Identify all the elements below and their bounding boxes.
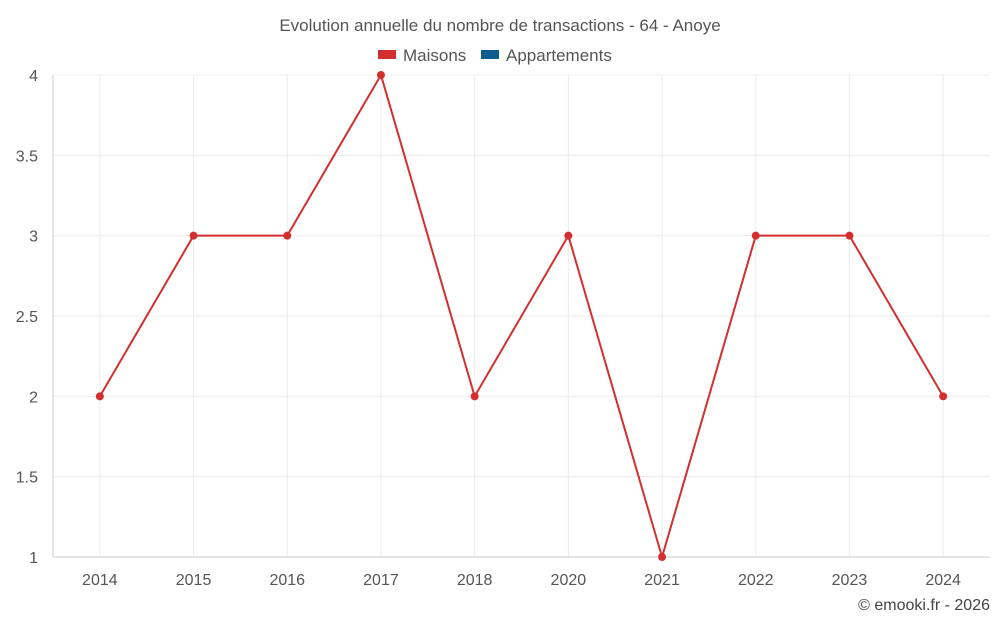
x-tick-label: 2022 bbox=[738, 572, 774, 589]
series-line-maisons bbox=[98, 74, 945, 558]
y-tick-label: 3 bbox=[29, 229, 38, 246]
x-tick-label: 2014 bbox=[82, 572, 118, 589]
x-tick-label: 2020 bbox=[551, 572, 587, 589]
x-tick-label: 2023 bbox=[832, 572, 868, 589]
legend-swatch-maisons bbox=[378, 50, 396, 59]
legend-swatch-appartements bbox=[481, 50, 499, 59]
y-tick-label: 2 bbox=[29, 389, 38, 406]
y-tick-label: 1 bbox=[29, 550, 38, 567]
data-point-2014[interactable] bbox=[95, 392, 104, 401]
y-tick-label: 3.5 bbox=[16, 148, 38, 165]
data-point-2023[interactable] bbox=[845, 231, 854, 240]
axes: 1 1.5 2 2.5 3 3.5 4 2014 2015 2016 2017 2018 2020 202… bbox=[16, 68, 990, 589]
x-tick-label: 2017 bbox=[363, 572, 399, 589]
data-point-2020[interactable] bbox=[564, 231, 573, 240]
data-point-2015[interactable] bbox=[189, 231, 198, 240]
x-tick-label: 2016 bbox=[269, 572, 305, 589]
data-point-2021[interactable] bbox=[658, 553, 667, 561]
legend-label-appartements: Appartements bbox=[506, 46, 612, 65]
chart-title: Evolution annuelle du nombre de transact… bbox=[279, 16, 720, 35]
y-tick-label: 1.5 bbox=[16, 470, 38, 487]
data-point-2016[interactable] bbox=[283, 231, 292, 240]
x-tick-label: 2018 bbox=[457, 572, 493, 589]
y-tick-label: 4 bbox=[29, 68, 38, 85]
credit-text: © emooki.fr - 2026 bbox=[858, 597, 990, 614]
legend-item-maisons[interactable]: Maisons bbox=[378, 46, 466, 65]
legend-label-maisons: Maisons bbox=[403, 46, 466, 65]
legend: Maisons Appartements bbox=[378, 46, 612, 65]
data-point-2022[interactable] bbox=[751, 231, 760, 240]
x-tick-label: 2015 bbox=[176, 572, 212, 589]
grid bbox=[53, 74, 990, 557]
data-point-2018[interactable] bbox=[470, 392, 479, 401]
y-tick-label: 2.5 bbox=[16, 309, 38, 326]
legend-item-appartements[interactable]: Appartements bbox=[481, 46, 612, 65]
series-maisons bbox=[95, 71, 948, 561]
x-tick-label: 2024 bbox=[925, 572, 961, 589]
data-point-2024[interactable] bbox=[939, 392, 948, 401]
x-tick-label: 2021 bbox=[644, 572, 680, 589]
data-point-2017[interactable] bbox=[376, 71, 385, 79]
